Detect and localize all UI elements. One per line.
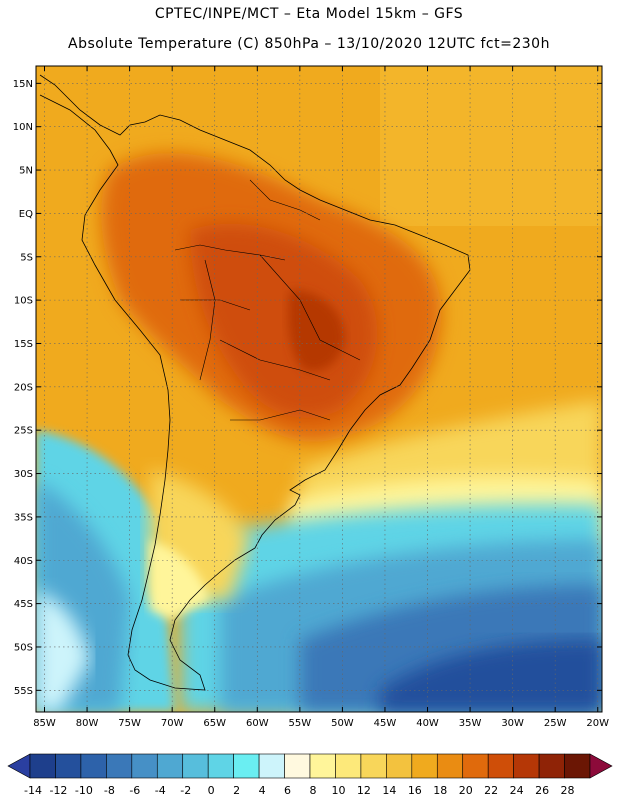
colorbar-swatch [564,753,591,779]
lat-label: 45S [14,599,33,610]
lat-label: 5S [20,252,33,263]
colorbar-label: -4 [155,784,166,797]
lat-label: 50S [14,642,33,653]
colorbar-label: 22 [484,784,498,797]
colorbar-swatch [538,753,565,779]
colorbar-label: -12 [49,784,67,797]
colorbar-label: 12 [357,784,371,797]
lat-label: EQ [19,209,33,220]
temperature-field [36,66,602,712]
lat-label: 10S [14,296,33,307]
colorbar-label: -14 [24,784,42,797]
colorbar-label: 8 [310,784,317,797]
chart-title-line1: CPTEC/INPE/MCT – Eta Model 15km – GFS [154,6,464,22]
colorbar-label: 20 [459,784,473,797]
lat-label: 15N [13,79,33,90]
map-frame [35,65,603,713]
colorbar-label: -8 [104,784,115,797]
colorbar-label: 26 [535,784,549,797]
colorbar-under-arrow [7,753,31,779]
colorbar-swatch [386,753,413,779]
colorbar-swatch [360,753,387,779]
lon-label: 20W [586,718,609,729]
colorbar-label: 28 [561,784,575,797]
colorbar-label: 18 [433,784,447,797]
coastline-south-america [39,74,471,691]
lon-label: 60W [246,718,269,729]
colorbar-swatch [411,753,438,779]
colorbar-label: -6 [129,784,140,797]
colorbar-swatch [55,753,82,779]
lon-label: 75W [118,718,141,729]
country-borders [174,179,361,421]
colorbar-swatch [182,753,209,779]
lat-label: 10N [13,122,33,133]
colorbar-swatch [106,753,133,779]
field-continent-red [190,223,378,419]
lon-label: 85W [33,718,56,729]
colorbar-over-arrow [589,753,613,779]
colorbar-swatch [487,753,514,779]
colorbar-swatch [436,753,464,779]
colorbar-label: 14 [382,784,396,797]
colorbar-swatch [513,753,540,779]
lon-label: 80W [76,718,99,729]
colorbar: -14 -12 -10 -8 -6 -4 -2 0 2 4 6 8 10 12 14 16 18 20 22 24 26… [7,753,613,797]
lon-label: 30W [501,718,524,729]
colorbar-swatch [156,753,184,779]
colorbar-label: 24 [510,784,524,797]
lat-label: 30S [14,469,33,480]
lon-label: 35W [459,718,482,729]
colorbar-swatch [284,753,311,779]
lat-label: 35S [14,512,33,523]
axis-ticks: 15N 10N 5N EQ 5S 10S 15S 20S 25S 30S 35S 40S 45S 50S 5… [13,66,609,729]
colorbar-label: 10 [331,784,345,797]
colorbar-swatch [131,753,158,779]
colorbar-swatch [29,753,56,779]
lon-label: 40W [416,718,439,729]
lat-label: 20S [14,382,33,393]
colorbar-label: 16 [408,784,422,797]
chart-title-line2: Absolute Temperature (C) 850hPa – 13/10/… [68,36,550,52]
colorbar-swatch [233,753,260,779]
lon-label: 55W [289,718,312,729]
field-pacific-pale [36,590,90,712]
field-continent-core [288,290,345,372]
lon-label: 50W [331,718,354,729]
colorbar-label: 6 [284,784,291,797]
colorbar-swatch [309,753,336,779]
lat-label: 55S [14,686,33,697]
lon-label: 70W [161,718,184,729]
colorbar-label: -10 [75,784,93,797]
colorbar-swatch [335,753,362,779]
lon-label: 45W [374,718,397,729]
field-deepblue-band [380,640,602,712]
colorbar-label: 0 [208,784,215,797]
colorbar-label: -2 [180,784,191,797]
field-patagonia-cream [150,540,210,620]
field-atlantic-north [380,66,602,226]
lat-label: 15S [14,339,33,350]
colorbar-swatch [462,753,489,779]
lon-label: 65W [203,718,226,729]
lat-label: 25S [14,426,33,437]
colorbar-swatch [207,753,234,779]
colorbar-swatch [258,753,285,779]
colorbar-label: 2 [233,784,240,797]
lon-label: 25W [544,718,567,729]
colorbar-swatch [80,753,107,779]
lat-label: 40S [14,556,33,567]
colorbar-label: 4 [259,784,266,797]
lat-label: 5N [19,166,33,177]
